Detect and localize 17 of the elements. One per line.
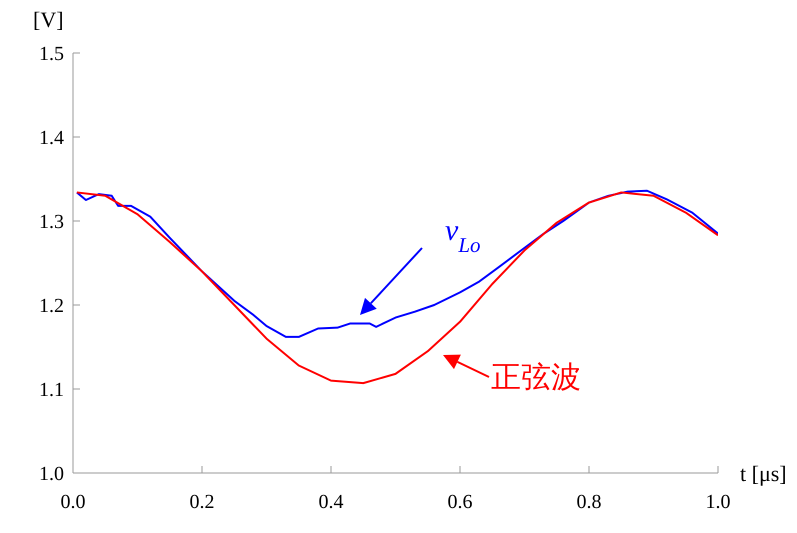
y-tick-label: 1.1 (39, 379, 64, 402)
y-tick-label: 1.0 (39, 463, 64, 486)
x-tick-label: 0.8 (576, 491, 602, 514)
x-tick-label: 0.4 (318, 491, 344, 514)
y-tick-label: 1.2 (39, 295, 64, 318)
x-tick-label: 0.6 (448, 491, 472, 514)
y-tick-label: 1.5 (39, 43, 64, 66)
line-series (76, 190, 718, 338)
x-tick-label: 0.0 (60, 491, 86, 514)
annotation: 正弦波 (491, 361, 581, 394)
y-tick-label: 1.3 (39, 211, 64, 234)
x-axis-title: t [μs] (740, 461, 787, 486)
y-tick-label: 1.4 (39, 127, 64, 150)
x-tick-label: 1.0 (706, 491, 730, 514)
x-tick-label: 0.2 (190, 491, 214, 514)
y-axis-title: [V] (33, 7, 64, 32)
annotation: v$_{Lo}$ (445, 214, 481, 257)
